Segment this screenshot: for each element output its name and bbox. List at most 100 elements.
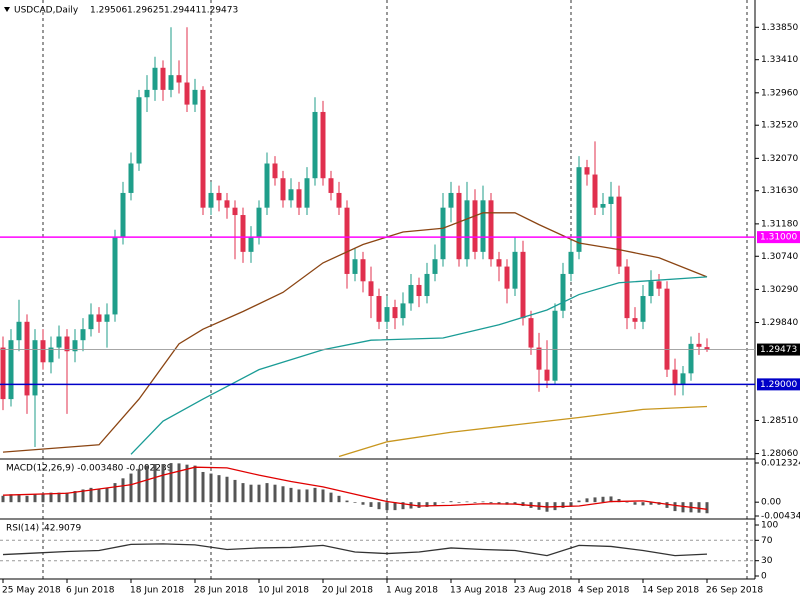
rsi-title: RSI(14) <box>6 524 39 534</box>
macd-bar <box>665 502 669 508</box>
candle-body <box>64 336 70 352</box>
macd-bar <box>209 473 213 503</box>
macd-bar <box>521 502 525 506</box>
candle-body <box>544 369 550 381</box>
macd-bar <box>25 495 29 503</box>
candle-body <box>472 200 478 252</box>
low-price: 1.29441 <box>164 6 201 16</box>
y-tick-label: 0.00 <box>761 498 781 508</box>
candle-body <box>360 259 366 282</box>
macd-bar <box>145 465 149 503</box>
macd-bar <box>625 502 629 503</box>
macd-bar <box>401 502 405 510</box>
macd-bar <box>497 502 501 504</box>
candle-body <box>656 281 662 289</box>
candle-body <box>72 340 78 352</box>
y-tick-label: 1.32960 <box>761 88 798 98</box>
macd-bar <box>281 486 285 503</box>
x-tick-label: 13 Aug 2018 <box>450 586 508 596</box>
candle-body <box>440 207 446 260</box>
macd-bar <box>417 502 421 508</box>
macd-bar <box>105 487 109 503</box>
macd-bar <box>697 502 701 513</box>
macd-bar <box>217 475 221 503</box>
y-tick-label: -0.004348 <box>761 512 800 522</box>
candle-body <box>272 163 278 179</box>
macd-bar <box>353 502 357 503</box>
candle-body <box>504 266 510 289</box>
macd-bar <box>257 484 261 503</box>
macd-bar <box>489 502 493 504</box>
menu-arrow[interactable] <box>4 7 10 12</box>
x-tick-label: 23 Aug 2018 <box>514 586 572 596</box>
candle-body <box>568 251 574 274</box>
candle-body <box>632 318 638 322</box>
macd-bar <box>449 501 453 503</box>
macd-bar <box>593 497 597 503</box>
moving-average <box>338 405 708 458</box>
candle-body <box>392 307 398 319</box>
macd-bar <box>377 502 381 510</box>
macd-bar <box>57 492 61 503</box>
macd-bar <box>201 471 205 503</box>
candle-body <box>304 178 310 208</box>
candle-body <box>552 310 558 381</box>
x-tick-label: 20 Jul 2018 <box>322 586 373 596</box>
macd-bar <box>289 487 293 503</box>
candle-body <box>592 174 598 208</box>
candle-body <box>616 196 622 267</box>
macd-bar <box>161 464 165 503</box>
candle-body <box>96 314 102 322</box>
candle-body <box>56 336 62 348</box>
macd-bar <box>81 489 85 503</box>
y-tick-label: 1.28060 <box>761 449 798 459</box>
candle-body <box>416 284 422 297</box>
candle-body <box>408 284 414 304</box>
candle-body <box>696 343 702 347</box>
y-tick-label: 1.31630 <box>761 186 798 196</box>
y-tick-label: 1.32070 <box>761 154 798 164</box>
macd-bar <box>681 502 685 513</box>
candle-body <box>184 82 190 105</box>
macd-bar <box>481 501 485 503</box>
x-tick-label: 1 Aug 2018 <box>386 586 438 596</box>
macd-bar <box>457 502 461 503</box>
macd-bar <box>705 502 709 514</box>
candle-body <box>152 67 158 90</box>
candle-body <box>160 67 166 90</box>
macd-bar <box>265 483 269 503</box>
y-tick-label: 100 <box>761 521 778 531</box>
macd-bar <box>49 492 53 503</box>
macd-bar <box>337 495 341 503</box>
candle-body <box>608 196 614 204</box>
moving-average <box>2 212 708 453</box>
macd-bar <box>137 468 141 503</box>
macd-bar <box>33 494 37 503</box>
candle-body <box>16 321 22 341</box>
macd-bar <box>601 496 605 503</box>
moving-average <box>130 276 708 455</box>
price-tag <box>757 343 800 356</box>
candle-body <box>688 343 694 374</box>
x-tick-label: 25 May 2018 <box>2 586 61 596</box>
candle-body <box>664 288 670 370</box>
candle-body <box>400 303 406 319</box>
macd-bar <box>313 487 317 503</box>
candle-body <box>672 369 678 385</box>
candle-body <box>288 189 294 201</box>
level-label: 1.29000 <box>760 380 797 390</box>
y-tick-label: 70 <box>761 536 773 546</box>
candle-body <box>704 347 710 350</box>
x-tick-label: 14 Sep 2018 <box>642 586 699 596</box>
candle-body <box>176 75 182 83</box>
candle-body <box>320 111 326 179</box>
candle-body <box>280 178 286 201</box>
x-tick-label: 28 Jun 2018 <box>194 586 248 596</box>
candle-body <box>376 296 382 322</box>
y-tick-label: 1.32520 <box>761 121 798 131</box>
y-tick-label: 0.012324 <box>761 459 800 469</box>
candle-body <box>128 163 134 193</box>
macd-bar <box>241 483 245 503</box>
